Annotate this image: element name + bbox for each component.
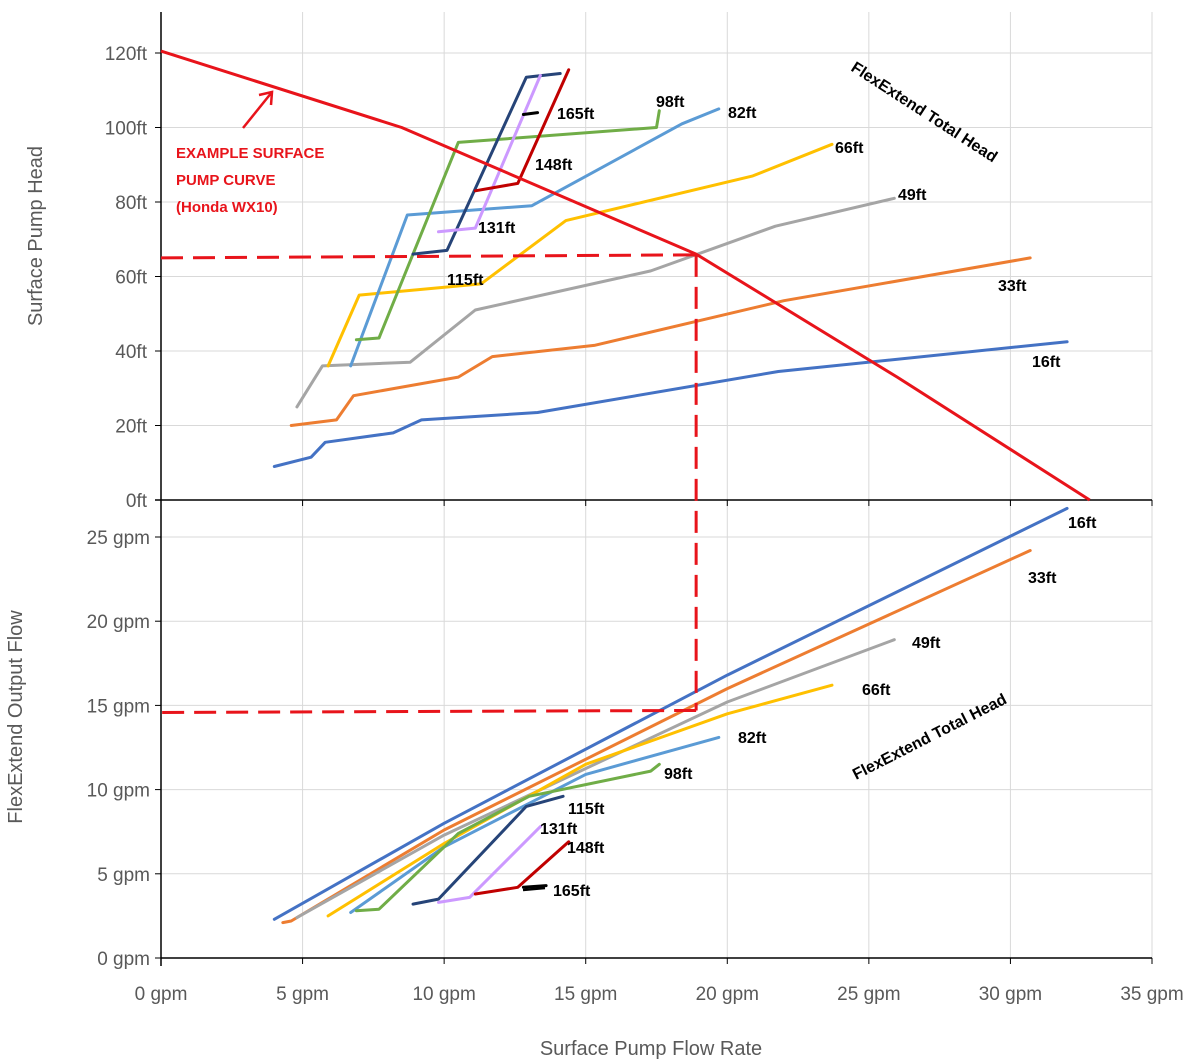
x-tick-label: 15 gpm <box>554 984 617 1005</box>
top-series-line-16ft <box>272 340 1069 468</box>
bottom-series-label-165ft: 165ft <box>553 883 591 900</box>
bottom-series-line-33ft <box>281 549 1032 925</box>
bottom-series-label-115ft: 115ft <box>568 801 605 818</box>
top-y-tick-label: 80ft <box>115 193 147 214</box>
top-series-line-98ft <box>354 109 661 342</box>
top-series-line-148ft <box>473 68 571 193</box>
bottom-series-label-148ft: 148ft <box>567 840 605 857</box>
top-y-tick-label: 0ft <box>126 491 148 512</box>
top-y-tick-label: 20ft <box>115 417 147 438</box>
operating-head-dashed-line <box>160 253 697 260</box>
top-series-line-131ft <box>437 73 542 234</box>
bottom-y-axis-title: FlexExtend Output Flow <box>5 610 27 824</box>
bottom-series-line-165ft <box>521 884 548 889</box>
bottom-series <box>272 506 1069 925</box>
top-series-label-115ft: 115ft <box>447 272 484 289</box>
x-tick-label: 25 gpm <box>837 984 900 1005</box>
top-series-line-33ft <box>289 256 1032 427</box>
top-y-tick-label: 60ft <box>115 268 147 289</box>
top-series-line-49ft <box>295 196 896 409</box>
bottom-series-line-131ft <box>437 825 542 904</box>
bottom-series-line-115ft <box>411 794 565 906</box>
pump-curve-arrow <box>242 91 273 129</box>
pump-curve-label-line: EXAMPLE SURFACE <box>176 145 324 162</box>
bottom-y-tick-label: 5 gpm <box>97 865 150 886</box>
top-gridlines <box>161 12 1153 958</box>
pump-curve-line <box>160 49 1091 502</box>
top-series-line-82ft <box>349 107 721 368</box>
pump-curve-label-line: (Honda WX10) <box>176 199 278 216</box>
bottom-y-tick-label: 0 gpm <box>97 949 150 970</box>
top-series-label-165ft: 165ft <box>557 106 595 123</box>
label-165ft-leader <box>522 886 546 892</box>
x-tick-label: 10 gpm <box>412 984 475 1005</box>
bottom-series-label-82ft: 82ft <box>738 730 767 747</box>
top-series-label-148ft: 148ft <box>535 157 573 174</box>
bottom-y-tick-label: 15 gpm <box>87 696 150 717</box>
top-series-label-33ft: 33ft <box>998 278 1027 295</box>
bottom-gridlines <box>161 500 1153 958</box>
x-tick-label: 30 gpm <box>979 984 1042 1005</box>
x-tick-label: 5 gpm <box>276 984 329 1005</box>
output-flow-dashed-line <box>160 708 697 714</box>
top-y-axis-title: Surface Pump Head <box>25 146 47 326</box>
axes: 0ft 20ft 40ft 60ft 80ft 100ft 120ft 0 gpm 5 gpm 1… <box>87 12 1184 1005</box>
bottom-y-tick-label: 10 gpm <box>87 781 150 802</box>
bottom-series-label-16ft: 16ft <box>1068 515 1097 532</box>
chart-labels: EXAMPLE SURFACE PUMP CURVE (Honda WX10) 16f… <box>176 94 1097 900</box>
bottom-series-label-66ft: 66ft <box>862 682 891 699</box>
bottom-series-line-98ft <box>354 762 661 913</box>
bottom-series-line-82ft <box>349 735 721 914</box>
top-y-tick-label: 120ft <box>105 44 148 65</box>
bottom-series-label-98ft: 98ft <box>664 766 693 783</box>
top-series-label-98ft: 98ft <box>656 94 685 111</box>
top-series-label-16ft: 16ft <box>1032 354 1061 371</box>
bottom-y-tick-label: 25 gpm <box>87 528 150 549</box>
pump-curve-label-line: PUMP CURVE <box>176 172 275 189</box>
x-tick-label: 20 gpm <box>696 984 759 1005</box>
top-series-label-49ft: 49ft <box>898 187 927 204</box>
x-axis-title: Surface Pump Flow Rate <box>540 1038 762 1060</box>
top-series-label-131ft: 131ft <box>478 220 516 237</box>
bottom-series-label-131ft: 131ft <box>540 821 578 838</box>
top-series-label-66ft: 66ft <box>835 140 864 157</box>
top-series-label-82ft: 82ft <box>728 105 757 122</box>
bottom-series-line-16ft <box>272 506 1069 921</box>
top-series-line-165ft <box>521 111 540 116</box>
top-series-title: FlexExtend Total Head <box>848 59 1000 166</box>
top-series-line-66ft <box>326 142 834 368</box>
bottom-series-line-148ft <box>473 840 571 896</box>
x-tick-label: 35 gpm <box>1120 984 1183 1005</box>
pump-curve-arrowhead <box>258 90 274 106</box>
bottom-series-line-66ft <box>326 683 834 918</box>
top-y-tick-label: 100ft <box>105 119 148 140</box>
bottom-series-line-49ft <box>295 638 896 920</box>
pump-curve-group <box>160 49 1091 714</box>
bottom-series-label-33ft: 33ft <box>1028 570 1057 587</box>
bottom-series-label-49ft: 49ft <box>912 635 941 652</box>
bottom-y-tick-label: 20 gpm <box>87 612 150 633</box>
top-y-tick-label: 40ft <box>115 342 147 363</box>
x-tick-label: 0 gpm <box>135 984 188 1005</box>
